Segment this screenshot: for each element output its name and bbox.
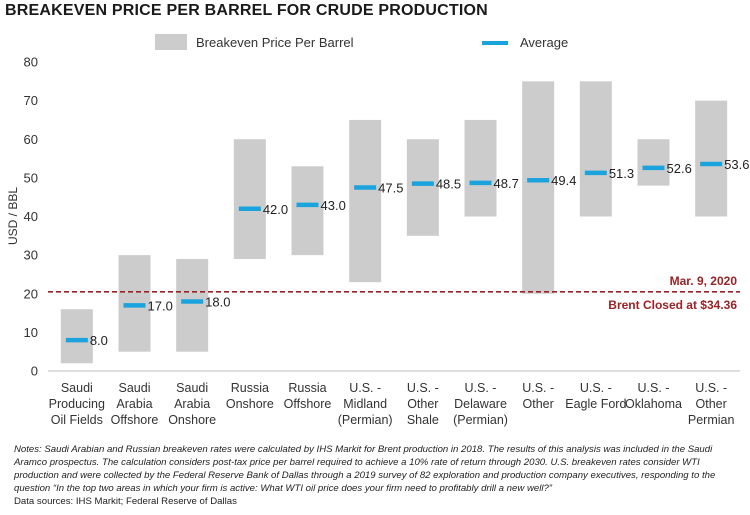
category-label: Russia Offshore — [284, 381, 332, 411]
category-label: U.S. - Other — [522, 381, 554, 411]
chart-title: BREAKEVEN PRICE PER BARREL FOR CRUDE PRO… — [5, 2, 488, 19]
category-label-line: (Permian) — [453, 413, 508, 427]
category-label: U.S. - Eagle Ford — [565, 381, 626, 411]
category-label-line: Arabia — [116, 397, 152, 411]
x-axis-categories: Saudi Producing Oil Fields Saudi Arabia Offsh… — [49, 381, 735, 427]
category-label-line: Onshore — [168, 413, 216, 427]
reference-label-date: Mar. 9, 2020 — [670, 274, 738, 288]
category-label-line: Russia — [288, 381, 326, 395]
range-bar — [349, 119, 382, 283]
reference-line-group: Mar. 9, 2020 Brent Closed at $34.36 — [48, 274, 740, 312]
category-label-line: Offshore — [111, 413, 159, 427]
category-label-line: Other — [523, 397, 554, 411]
y-tick-label: 60 — [24, 132, 38, 147]
y-tick-label: 70 — [24, 93, 38, 108]
category-label-line: Russia — [231, 381, 269, 395]
average-value-label: 47.5 — [378, 181, 403, 196]
legend-swatch-range — [155, 34, 187, 50]
category-label-line: U.S. - — [465, 381, 497, 395]
category-label: U.S. - Other Shale — [407, 381, 439, 427]
range-bar — [406, 139, 439, 236]
range-bar — [695, 100, 728, 217]
range-bar — [291, 166, 324, 256]
category-label-line: Saudi — [61, 381, 93, 395]
range-bar — [176, 258, 209, 352]
category-label-line: Saudi — [119, 381, 151, 395]
category-label-line: U.S. - — [695, 381, 727, 395]
notes-text: Notes: Saudi Arabian and Russian breakev… — [14, 444, 716, 494]
category-label: U.S. - Delaware (Permian) — [453, 381, 508, 427]
category-label: Saudi Producing Oil Fields — [49, 381, 105, 427]
average-value-label: 18.0 — [205, 294, 230, 309]
average-value-label: 42.0 — [263, 202, 288, 217]
average-value-label: 53.6 — [724, 157, 749, 172]
y-axis-label: USD / BBL — [6, 187, 20, 245]
category-label-line: Permian — [688, 413, 735, 427]
category-label-line: Oil Fields — [51, 413, 103, 427]
breakeven-chart: Breakeven Price Per Barrel Average USD /… — [6, 34, 749, 427]
range-bar — [579, 81, 612, 217]
category-label-line: Eagle Ford — [565, 397, 626, 411]
category-label: U.S. - Oklahoma — [625, 381, 682, 411]
average-value-label: 51.3 — [609, 166, 634, 181]
range-bars — [60, 81, 728, 364]
category-label: Saudi Arabia Onshore — [168, 381, 216, 427]
notes-block: Notes: Saudi Arabian and Russian breakev… — [14, 443, 742, 508]
legend-label-range: Breakeven Price Per Barrel — [196, 35, 354, 50]
category-label-line: Midland — [343, 397, 387, 411]
average-value-label: 43.0 — [321, 198, 346, 213]
category-label-line: Saudi — [176, 381, 208, 395]
range-bar — [464, 119, 497, 217]
category-label-line: (Permian) — [338, 413, 393, 427]
range-bar — [637, 139, 670, 186]
average-value-label: 8.0 — [90, 333, 108, 348]
category-label-line: Shale — [407, 413, 439, 427]
category-label: U.S. - Other Permian — [688, 381, 735, 427]
reference-label-brent: Brent Closed at $34.36 — [608, 298, 737, 312]
category-label-line: Offshore — [284, 397, 332, 411]
data-sources: Data sources: IHS Markit; Federal Reserv… — [14, 496, 237, 507]
category-label: U.S. - Midland (Permian) — [338, 381, 393, 427]
category-label-line: U.S. - — [349, 381, 381, 395]
average-value-label: 52.6 — [667, 161, 692, 176]
range-bar — [522, 81, 555, 294]
range-bar — [60, 309, 93, 364]
y-tick-label: 40 — [24, 209, 38, 224]
y-axis-ticks: 0 10 20 30 40 50 60 70 80 — [24, 55, 38, 379]
y-tick-label: 30 — [24, 248, 38, 263]
category-label-line: U.S. - — [580, 381, 612, 395]
average-value-label: 48.5 — [436, 177, 461, 192]
legend-label-average: Average — [520, 35, 568, 50]
y-tick-label: 10 — [24, 325, 38, 340]
category-label-line: Arabia — [174, 397, 210, 411]
y-tick-label: 50 — [24, 170, 38, 185]
category-label-line: U.S. - — [522, 381, 554, 395]
category-label-line: Other — [407, 397, 438, 411]
category-label: Russia Onshore — [226, 381, 274, 411]
category-label-line: Other — [696, 397, 727, 411]
category-label-line: Oklahoma — [625, 397, 682, 411]
average-value-label: 17.0 — [148, 298, 173, 313]
y-tick-label: 20 — [24, 286, 38, 301]
y-tick-label: 0 — [31, 364, 38, 379]
range-bar — [233, 139, 266, 259]
category-label-line: Onshore — [226, 397, 274, 411]
average-value-label: 48.7 — [494, 176, 519, 191]
category-label-line: Producing — [49, 397, 105, 411]
legend: Breakeven Price Per Barrel Average — [155, 34, 568, 50]
category-label-line: Delaware — [454, 397, 507, 411]
y-tick-label: 80 — [24, 55, 38, 70]
average-markers: 8.0 17.0 18.0 42.0 43.0 47.5 48.5 48.7 49.4 51.3 5… — [65, 157, 749, 348]
category-label-line: U.S. - — [638, 381, 670, 395]
category-label-line: U.S. - — [407, 381, 439, 395]
average-value-label: 49.4 — [551, 173, 576, 188]
category-label: Saudi Arabia Offshore — [111, 381, 159, 427]
